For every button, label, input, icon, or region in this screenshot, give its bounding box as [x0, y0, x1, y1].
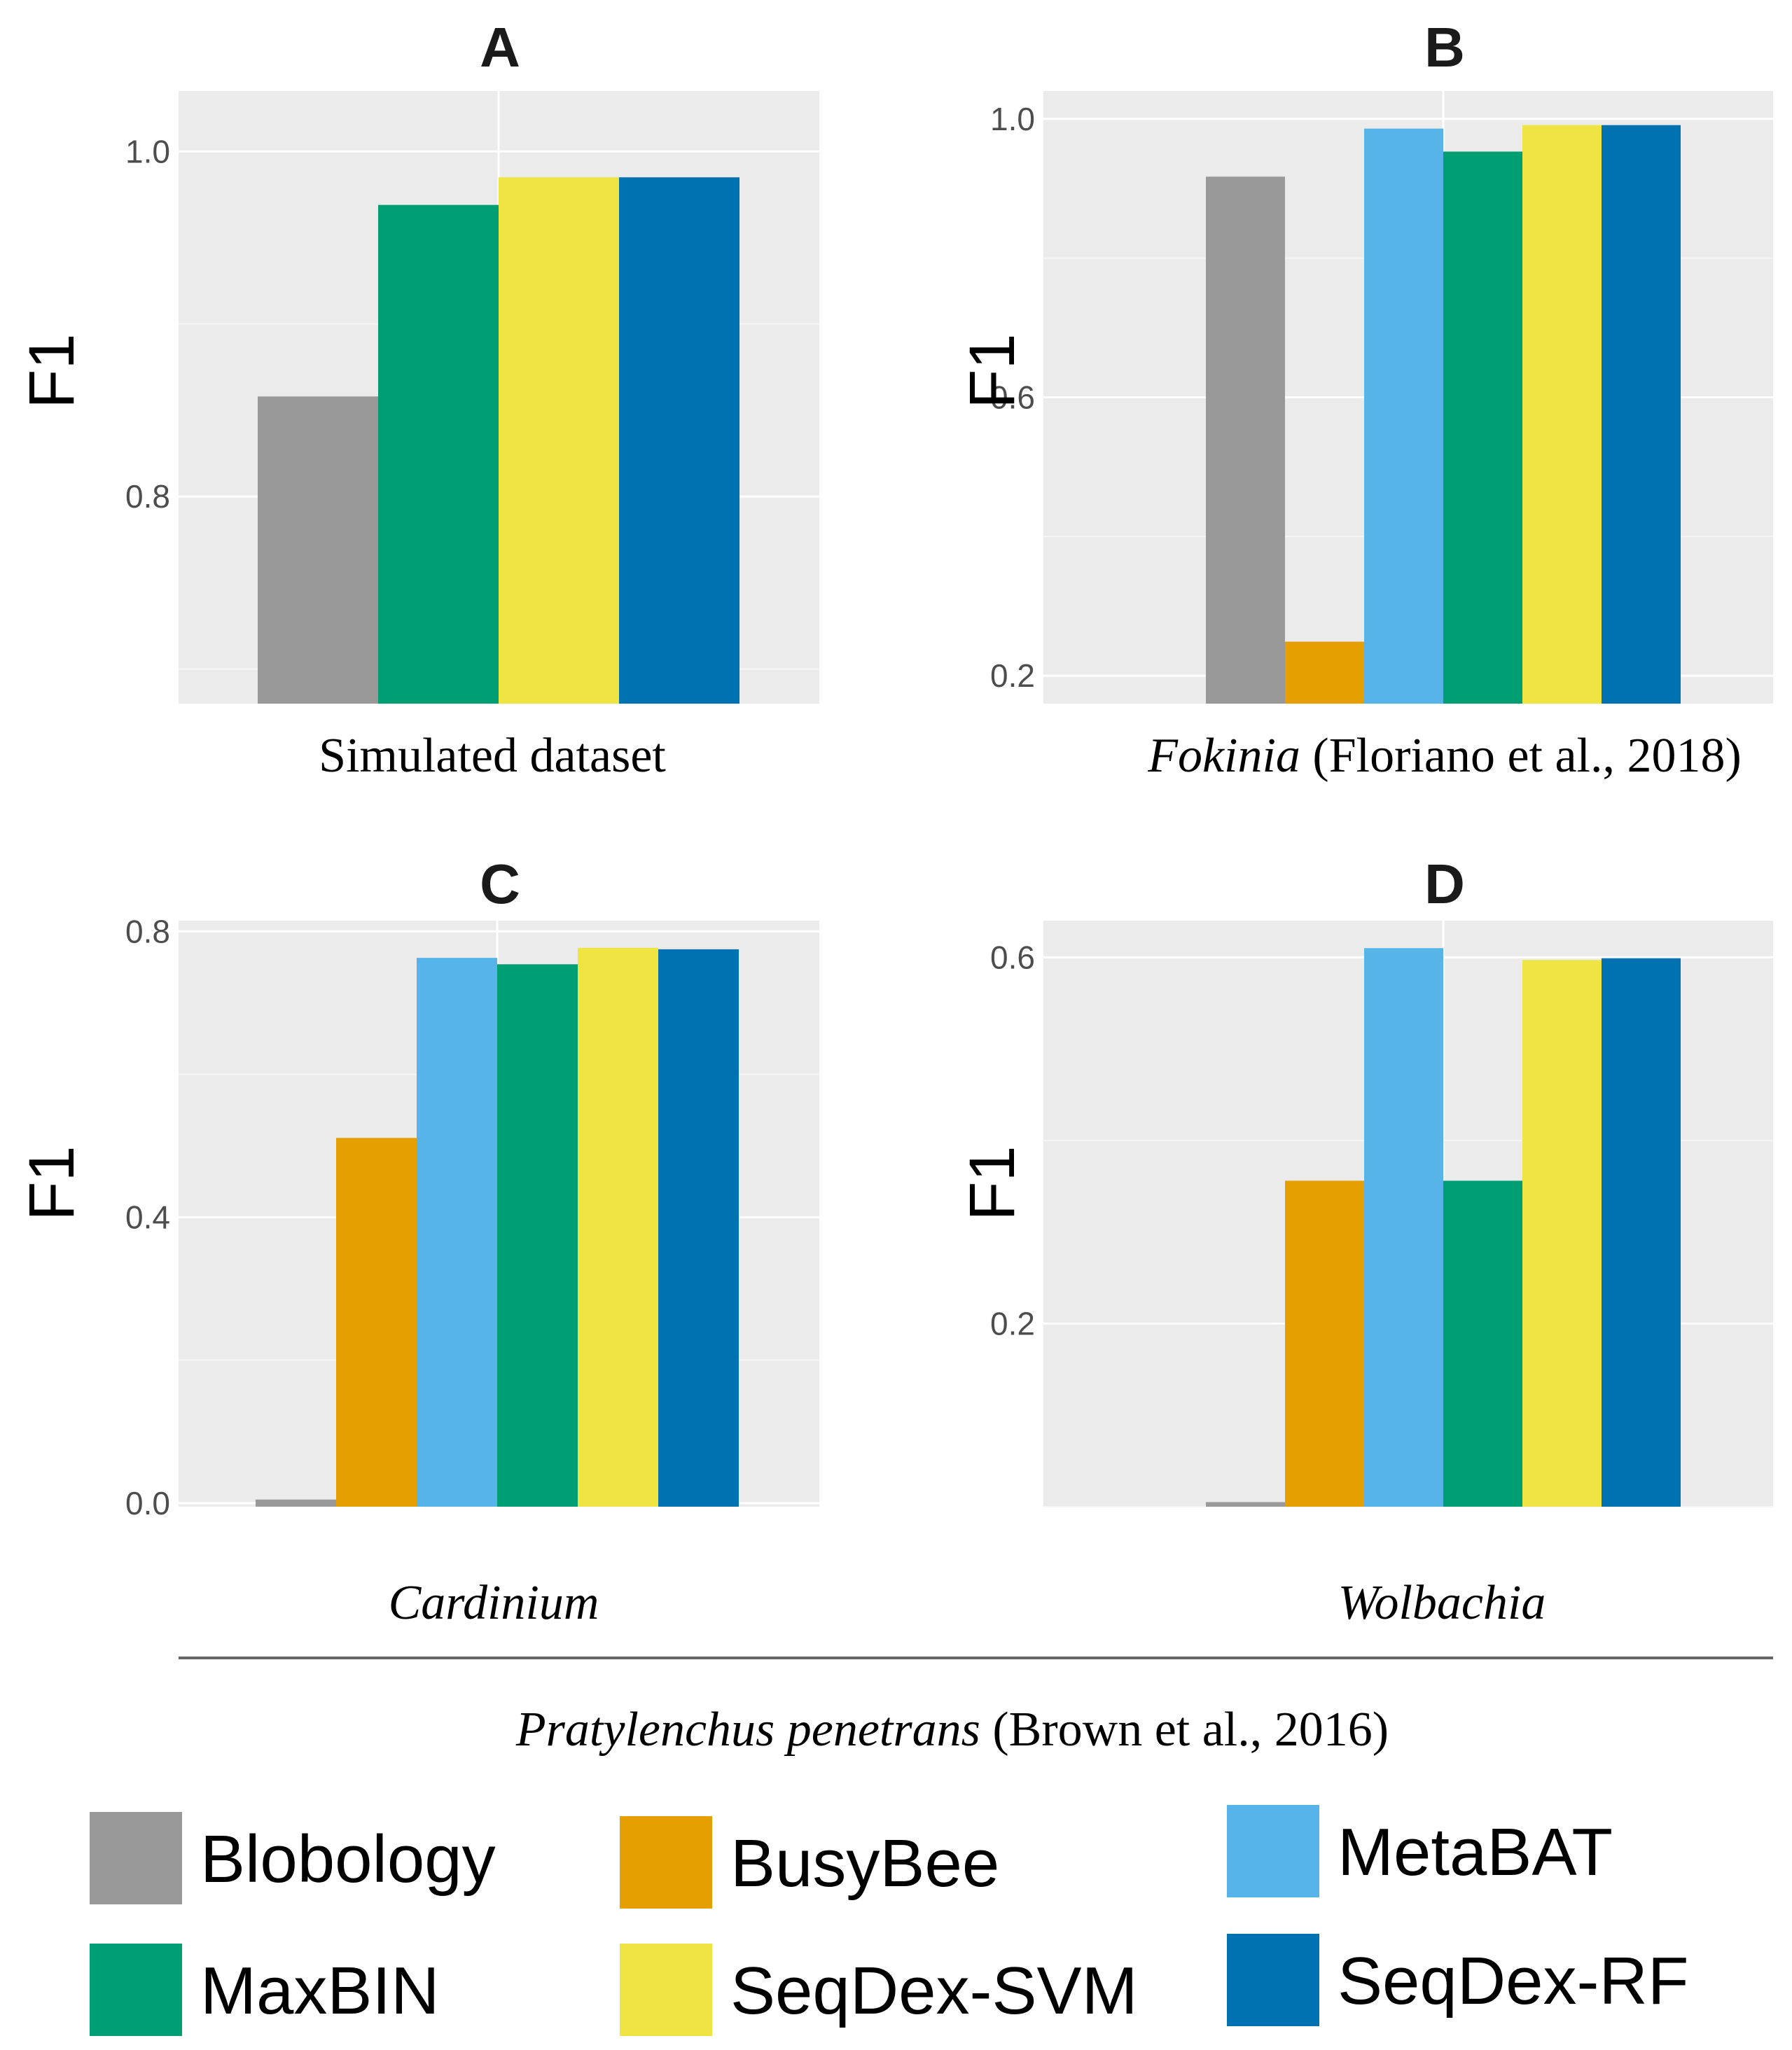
panel-a-ytick-label: 0.8 — [125, 478, 170, 515]
panel-d-bar-blobology — [1206, 1502, 1285, 1507]
panel-b-xlabel-rest: (Floriano et al., 2018) — [1300, 729, 1742, 783]
panel-c-bar-maxbin — [497, 964, 578, 1507]
panel-b-ytick-label: 1.0 — [990, 101, 1035, 137]
legend-label-seqdex-svm: SeqDex-SVM — [730, 1953, 1138, 2028]
panel-a-ylabel: F1 — [16, 333, 88, 408]
legend-swatch-seqdex-rf — [1227, 1934, 1319, 2026]
legend: Blobology BusyBee MetaBAT MaxBIN SeqDex-SVM S… — [90, 1805, 1688, 2036]
panel-c-bar-seqdex-rf — [658, 949, 739, 1507]
panel-a: 0.8 1.0 F1 A — [16, 16, 819, 704]
panel-a-ytick-label: 1.0 — [125, 133, 170, 169]
legend-swatch-blobology — [90, 1812, 182, 1904]
panel-c-ytick-label: 0.8 — [125, 913, 170, 949]
legend-swatch-busybee — [620, 1816, 712, 1909]
panel-b-letter: B — [1424, 16, 1465, 78]
panel-b-bar-metabat — [1364, 128, 1443, 704]
legend-item-busybee: BusyBee — [620, 1816, 999, 1909]
legend-item-blobology: Blobology — [90, 1812, 496, 1904]
legend-label-blobology: Blobology — [200, 1822, 496, 1897]
panel-a-letter: A — [480, 16, 520, 78]
panel-b-bar-busybee — [1285, 641, 1364, 704]
panel-c-bar-blobology — [256, 1499, 336, 1507]
panel-b-ytick-label: 0.6 — [990, 379, 1035, 416]
legend-item-maxbin: MaxBIN — [90, 1944, 439, 2036]
panel-c: 0.0 0.4 0.8 F1 C — [16, 853, 819, 1521]
panel-b-bar-blobology — [1206, 176, 1285, 704]
legend-item-seqdex-rf: SeqDex-RF — [1227, 1934, 1688, 2026]
panel-b: 0.2 0.6 1.0 F1 B — [957, 16, 1773, 704]
panel-d-ylabel: F1 — [957, 1145, 1028, 1220]
panel-d-ytick-label: 0.6 — [990, 939, 1035, 975]
panel-a-xlabel: Simulated dataset — [319, 729, 666, 783]
panel-c-bar-busybee — [336, 1138, 417, 1507]
panel-d-bar-maxbin — [1443, 1180, 1522, 1507]
panel-a-bar-seqdex-rf — [619, 177, 739, 704]
panel-b-ylabel: F1 — [957, 333, 1028, 408]
panel-c-ytick-label: 0.0 — [125, 1485, 170, 1521]
legend-swatch-metabat — [1227, 1805, 1319, 1897]
panel-b-bar-seqdex-rf — [1602, 125, 1681, 704]
panel-b-ytick-label: 0.2 — [990, 657, 1035, 694]
panel-d-bar-busybee — [1285, 1180, 1364, 1507]
legend-label-maxbin: MaxBIN — [200, 1953, 439, 2028]
panel-c-bar-metabat — [417, 958, 497, 1507]
panel-a-bar-maxbin — [378, 204, 499, 704]
panel-c-ylabel: F1 — [16, 1145, 88, 1220]
legend-label-seqdex-rf: SeqDex-RF — [1338, 1944, 1688, 2018]
legend-item-metabat: MetaBAT — [1227, 1805, 1613, 1897]
panel-b-xlabel: Fokinia (Floriano et al., 2018) — [1147, 729, 1742, 783]
panel-d-bar-seqdex-svm — [1522, 960, 1602, 1507]
legend-swatch-seqdex-svm — [620, 1944, 712, 2036]
panel-c-ytick-label: 0.4 — [125, 1199, 170, 1236]
panel-d-bar-seqdex-rf — [1602, 958, 1681, 1507]
panel-d-letter: D — [1424, 853, 1465, 915]
legend-label-metabat: MetaBAT — [1338, 1815, 1613, 1890]
shared-caption-italic: Pratylenchus penetrans — [515, 1703, 980, 1757]
panel-c-letter: C — [480, 853, 520, 915]
panel-b-xlabel-italic: Fokinia — [1147, 729, 1300, 783]
legend-item-seqdex-svm: SeqDex-SVM — [620, 1944, 1138, 2036]
panel-a-bar-blobology — [258, 396, 378, 704]
legend-label-busybee: BusyBee — [730, 1826, 999, 1901]
panels: 0.81.0F1A0.20.61.0F1B0.00.40.8F1C0.20.6F… — [16, 16, 1773, 1521]
shared-caption: Pratylenchus penetrans (Brown et al., 20… — [515, 1703, 1389, 1757]
panel-b-bar-seqdex-svm — [1522, 125, 1602, 704]
panel-c-bar-seqdex-svm — [578, 947, 658, 1507]
panel-b-bar-maxbin — [1443, 151, 1522, 704]
panel-d: 0.2 0.6 F1 D — [957, 853, 1773, 1507]
panel-d-bar-metabat — [1364, 948, 1443, 1507]
shared-caption-rest: (Brown et al., 2016) — [980, 1703, 1389, 1757]
panel-d-ytick-label: 0.2 — [990, 1305, 1035, 1341]
panel-c-xlabel: Cardinium — [389, 1576, 599, 1630]
legend-swatch-maxbin — [90, 1944, 182, 2036]
panel-d-xlabel: Wolbachia — [1338, 1576, 1546, 1630]
panel-a-bar-seqdex-svm — [499, 177, 619, 704]
